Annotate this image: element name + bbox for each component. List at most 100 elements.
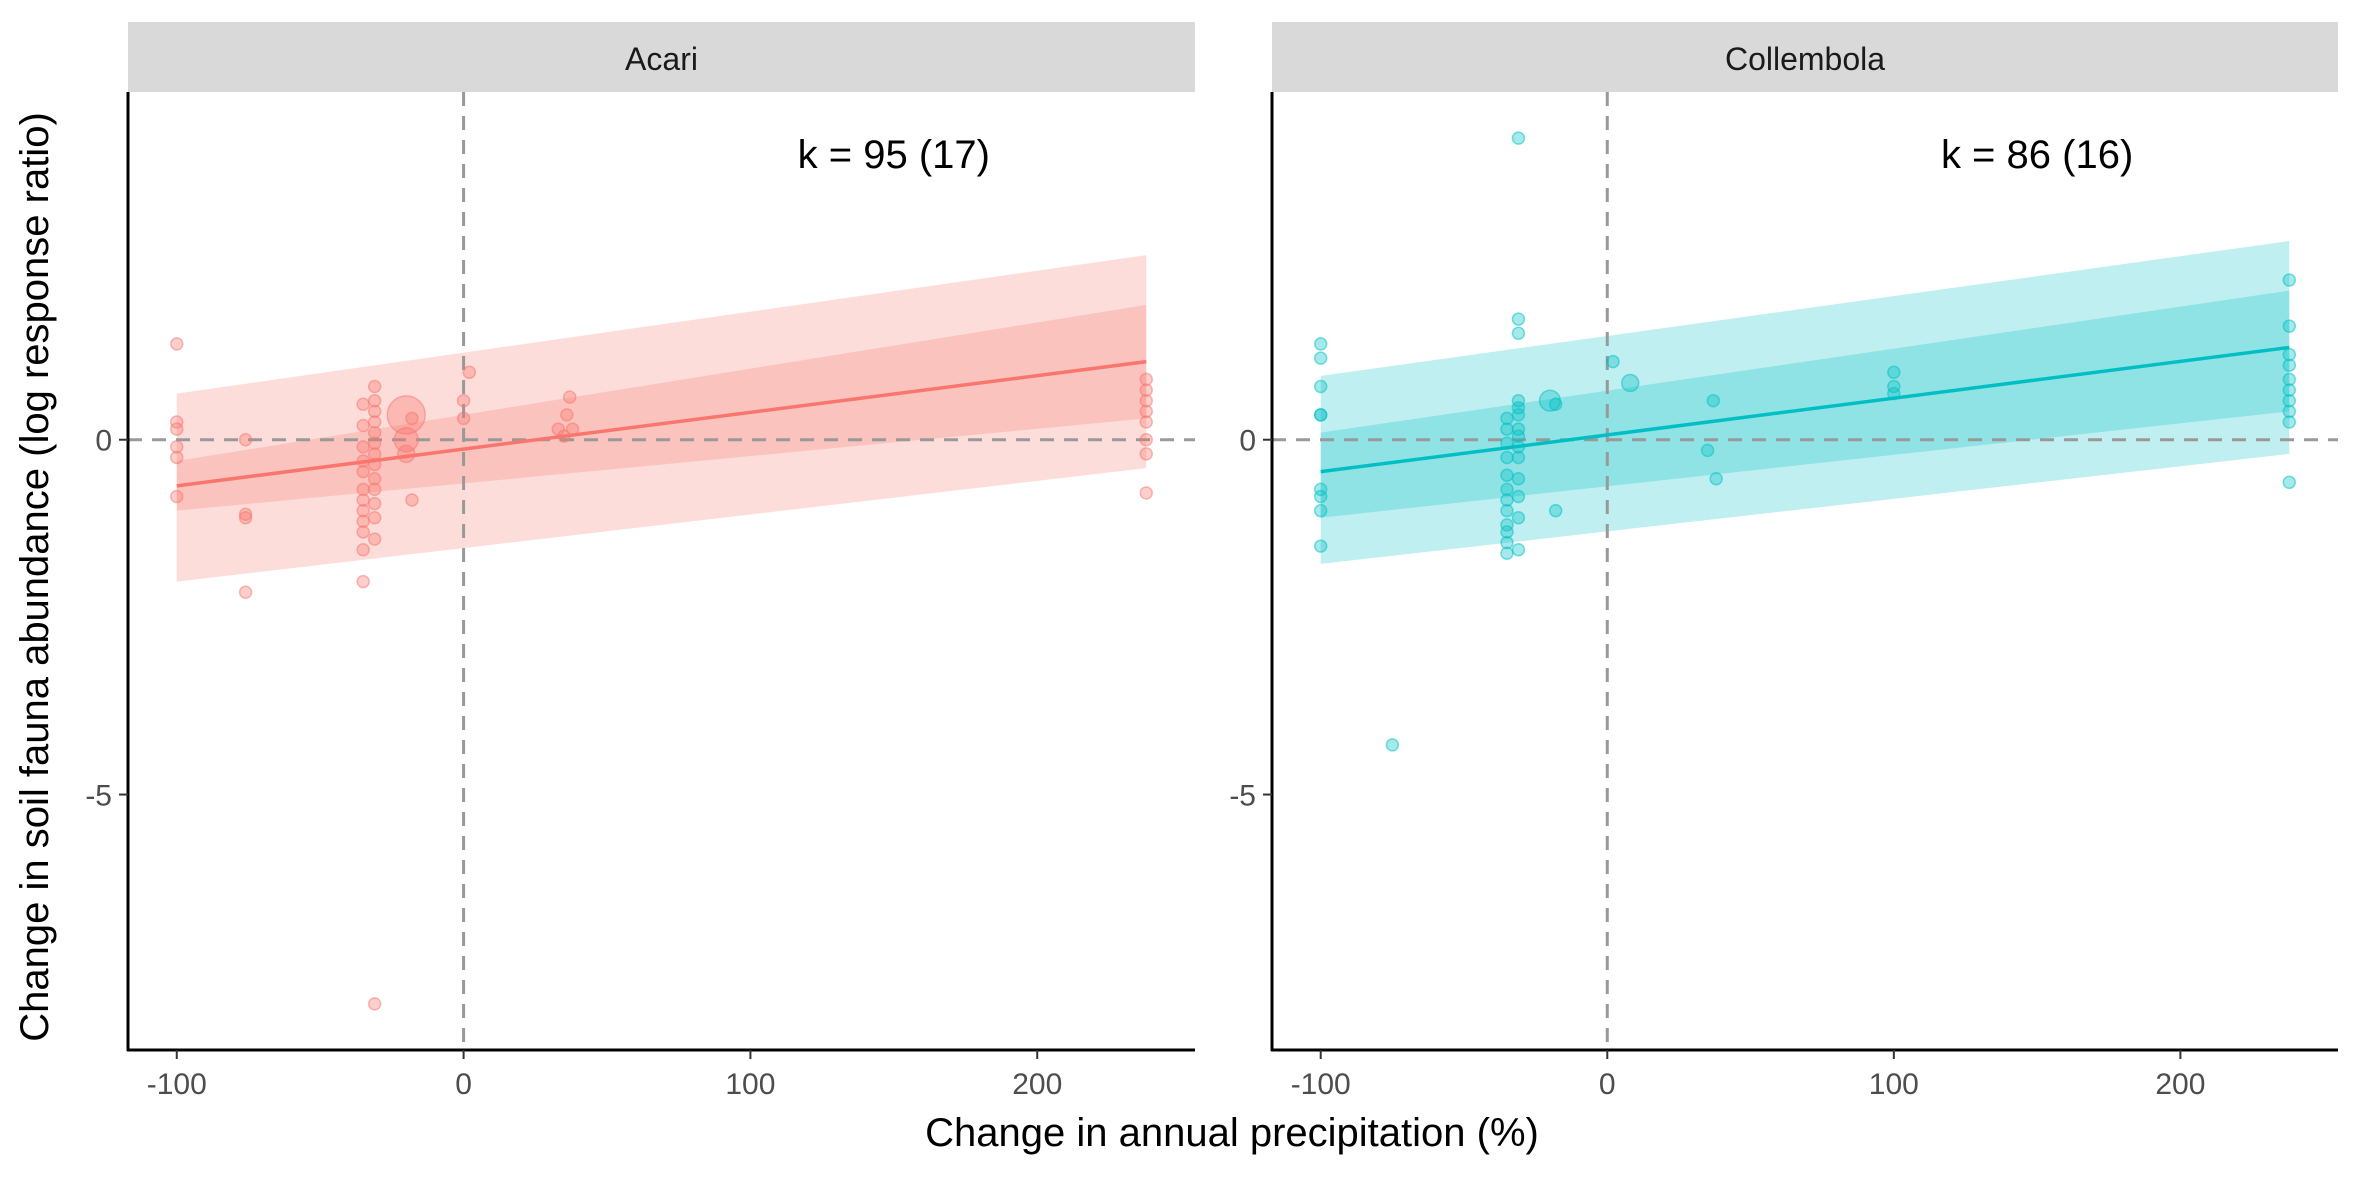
data-point xyxy=(393,426,419,453)
regression-line xyxy=(1320,345,2290,474)
data-point xyxy=(1511,422,1526,436)
data-point xyxy=(2282,404,2297,419)
y-axis-title: Change in soil fauna abundance (log resp… xyxy=(13,112,57,1042)
data-point xyxy=(2282,383,2297,397)
data-point xyxy=(462,365,477,380)
data-point xyxy=(170,450,184,465)
data-point xyxy=(1139,415,1153,429)
data-point xyxy=(1511,450,1526,465)
data-point xyxy=(356,418,370,433)
data-point xyxy=(356,440,370,454)
x-axis-title: Change in annual precipitation (%) xyxy=(925,1111,1539,1155)
data-point xyxy=(1511,542,1526,557)
facet-title: Acari xyxy=(625,41,698,77)
data-point xyxy=(238,585,253,600)
data-point xyxy=(396,444,416,464)
data-point xyxy=(170,415,184,429)
data-point xyxy=(1548,397,1563,411)
x-tick-label: 100 xyxy=(725,1068,775,1101)
data-point xyxy=(405,493,419,507)
data-point xyxy=(1606,354,1620,369)
data-point xyxy=(1313,379,1328,394)
data-point xyxy=(170,422,184,436)
y-tick-label: -5 xyxy=(1229,780,1256,813)
data-point xyxy=(1620,373,1640,393)
data-point xyxy=(1385,738,1400,752)
data-point xyxy=(1709,471,1723,486)
data-point xyxy=(2282,475,2297,490)
data-point xyxy=(2282,415,2297,429)
x-tick-label: -100 xyxy=(147,1068,207,1101)
data-point xyxy=(1548,503,1563,518)
data-point xyxy=(170,489,184,504)
data-point xyxy=(367,482,382,497)
data-point xyxy=(456,411,471,426)
data-point xyxy=(1500,525,1514,539)
prediction-band xyxy=(176,255,1147,582)
data-point xyxy=(367,393,382,408)
data-point xyxy=(2282,358,2297,372)
facet-panel-1: Acari k = 95 (17) -100 0 100 200 -5 0 xyxy=(85,22,1195,1101)
y-tick-label: 0 xyxy=(95,425,112,458)
data-point xyxy=(2282,319,2297,333)
confidence-band xyxy=(176,304,1147,511)
facet-panel-2: Collembola k = 86 (16) -100 0 100 200 -5 0 xyxy=(1229,22,2338,1101)
data-point xyxy=(1511,312,1526,326)
data-point xyxy=(456,393,471,408)
x-tick-label: -100 xyxy=(1291,1068,1351,1101)
data-point xyxy=(1511,471,1526,486)
data-point xyxy=(1139,383,1153,397)
confidence-band xyxy=(1320,290,2290,518)
data-point xyxy=(1500,450,1514,465)
data-point xyxy=(1313,351,1328,365)
data-point xyxy=(1887,379,1901,394)
x-tick-label: 200 xyxy=(1012,1068,1062,1101)
data-point xyxy=(1313,539,1328,553)
data-point xyxy=(1500,468,1514,482)
data-point xyxy=(367,425,382,440)
data-point xyxy=(1511,408,1526,422)
data-point xyxy=(1313,489,1328,504)
data-point xyxy=(238,507,253,521)
data-point xyxy=(356,397,370,411)
data-point xyxy=(367,404,382,419)
data-point xyxy=(2282,372,2297,387)
data-point xyxy=(367,511,382,525)
data-point xyxy=(562,390,577,404)
data-point xyxy=(1706,393,1721,408)
data-point xyxy=(356,542,370,557)
data-point xyxy=(1511,326,1526,341)
data-point xyxy=(1139,486,1153,500)
data-point xyxy=(1139,432,1153,447)
data-point xyxy=(1511,429,1526,443)
data-point xyxy=(1500,535,1514,550)
data-point xyxy=(367,496,382,511)
y-tick-label: 0 xyxy=(1239,425,1256,458)
data-point xyxy=(1887,365,1901,380)
prediction-band xyxy=(1320,241,2290,564)
data-point xyxy=(1500,546,1514,561)
data-point xyxy=(1139,447,1153,461)
data-point xyxy=(1511,511,1526,525)
data-point xyxy=(367,997,382,1011)
data-point xyxy=(1500,422,1514,436)
data-point xyxy=(1511,401,1526,415)
facet-strip xyxy=(1272,22,2338,92)
data-point xyxy=(238,511,253,525)
data-point xyxy=(356,503,370,518)
sample-size-annotation: k = 95 (17) xyxy=(798,133,990,177)
facet-title: Collembola xyxy=(1725,41,1885,77)
data-point xyxy=(356,525,370,539)
data-point xyxy=(356,464,370,479)
data-point xyxy=(238,432,253,447)
y-tick-label: -5 xyxy=(85,780,112,813)
data-point xyxy=(1139,404,1153,419)
data-point xyxy=(356,574,370,589)
data-point xyxy=(560,408,574,422)
x-tick-label: 0 xyxy=(455,1068,472,1101)
data-point xyxy=(1313,503,1328,518)
x-tick-label: 100 xyxy=(1869,1068,1919,1101)
data-point xyxy=(1700,443,1715,458)
